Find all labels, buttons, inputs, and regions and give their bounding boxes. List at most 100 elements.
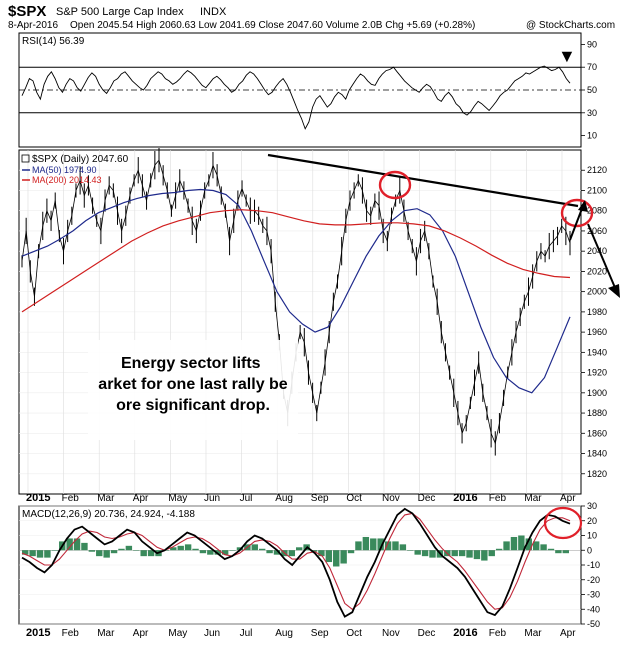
macd-month-label: Mar bbox=[97, 628, 115, 639]
histogram-bar bbox=[184, 544, 192, 551]
price-month-label: Nov bbox=[382, 493, 400, 504]
histogram-bar bbox=[110, 550, 118, 554]
price-ytick-label: 2120 bbox=[587, 165, 607, 175]
price-month-label: Oct bbox=[346, 493, 362, 504]
histogram-bar bbox=[458, 550, 466, 557]
histogram-bar bbox=[481, 550, 488, 561]
annotation-box bbox=[88, 340, 298, 440]
histogram-bar bbox=[140, 550, 147, 557]
histogram-bar bbox=[466, 550, 473, 558]
macd-ytick-label: 0 bbox=[587, 545, 592, 555]
down-arrow-head bbox=[608, 284, 620, 298]
macd-layer: -50 -40 -30 -20 -10 0 10 20 30 2015 Feb Mar Apr May Ju… bbox=[19, 501, 600, 639]
histogram-bar bbox=[547, 548, 555, 551]
histogram-bar bbox=[399, 544, 407, 551]
histogram-bar bbox=[258, 548, 266, 551]
histogram-bar bbox=[29, 550, 36, 557]
macd-ytick-label: -10 bbox=[587, 560, 600, 570]
macd-month-label: 2016 bbox=[453, 627, 477, 639]
histogram-bar bbox=[340, 550, 347, 564]
ma200-legend: MA(200) 2014.43 bbox=[32, 175, 102, 185]
annotation-line: Energy sector lifts bbox=[121, 355, 265, 372]
annotation-text: Energy sector lifts arket for one last r… bbox=[98, 355, 288, 414]
histogram-bar bbox=[36, 550, 44, 558]
macd-month-label: Jun bbox=[204, 628, 220, 639]
price-month-label: Mar bbox=[524, 493, 542, 504]
histogram-bar bbox=[207, 550, 214, 555]
price-layer: 1820 1840 1860 1880 1900 1920 1940 1960 1980 2000… bbox=[19, 147, 620, 504]
histogram-bar bbox=[170, 547, 177, 551]
histogram-bar bbox=[525, 538, 532, 551]
price-month-label: 2016 bbox=[453, 492, 477, 504]
histogram-bar bbox=[66, 538, 73, 551]
symbol: $SPX bbox=[8, 3, 46, 20]
macd-month-label: Nov bbox=[382, 628, 400, 639]
price-ytick-label: 1960 bbox=[587, 327, 607, 337]
price-ytick-label: 1920 bbox=[587, 368, 607, 378]
rsi-arrow-marker: ▼ bbox=[558, 46, 576, 66]
price-month-label: May bbox=[168, 493, 187, 504]
price-month-label: Feb bbox=[62, 493, 80, 504]
price-ytick-label: 1940 bbox=[587, 347, 607, 357]
histogram-bar bbox=[103, 550, 110, 558]
macd-month-label: Apr bbox=[133, 628, 149, 639]
rsi-ytick-label: 30 bbox=[587, 108, 597, 118]
histogram-bar bbox=[273, 550, 281, 555]
histogram-bar bbox=[22, 550, 29, 555]
histogram-bar bbox=[51, 550, 59, 551]
price-ytick-label: 2080 bbox=[587, 206, 607, 216]
rsi-ytick-label: 90 bbox=[587, 39, 597, 49]
price-month-label: Jun bbox=[204, 493, 220, 504]
histogram-bar bbox=[162, 550, 170, 551]
price-ytick-label: 1980 bbox=[587, 307, 607, 317]
highlight-circle bbox=[378, 170, 412, 200]
macd-month-label: Sep bbox=[311, 628, 329, 639]
histogram-bar bbox=[370, 538, 377, 551]
histogram-bar bbox=[347, 550, 355, 554]
price-title: $SPX (Daily) 2047.60 bbox=[32, 154, 129, 165]
up-arrow-head bbox=[578, 200, 588, 212]
histogram-bar bbox=[96, 550, 103, 557]
price-ytick-label: 2040 bbox=[587, 246, 607, 256]
quote-line: Open 2045.54 High 2060.63 Low 2041.69 Cl… bbox=[70, 20, 475, 31]
chart-date: 8-Apr-2016 bbox=[8, 20, 58, 31]
histogram-bar bbox=[288, 550, 295, 557]
price-month-label: Jul bbox=[240, 493, 253, 504]
macd-month-label: Mar bbox=[524, 628, 542, 639]
macd-ytick-label: 30 bbox=[587, 501, 597, 511]
rsi-title: RSI(14) 56.39 bbox=[22, 36, 85, 47]
price-ytick-label: 1900 bbox=[587, 388, 607, 398]
price-month-label: Sep bbox=[311, 493, 329, 504]
up-arrow-shaft bbox=[569, 205, 584, 241]
histogram-bar bbox=[518, 535, 525, 551]
credit: @ StockCharts.com bbox=[526, 20, 615, 31]
histogram-bar bbox=[377, 538, 384, 551]
macd-month-label: Feb bbox=[62, 628, 80, 639]
price-month-label: Apr bbox=[560, 493, 576, 504]
down-arrow-shaft bbox=[587, 223, 617, 291]
macd-month-label: Feb bbox=[489, 628, 507, 639]
histogram-bar bbox=[221, 550, 229, 555]
price-ytick-label: 2060 bbox=[587, 226, 607, 236]
macd-title: MACD(12,26,9) 20.736, 24.924, -4.188 bbox=[22, 509, 195, 520]
histogram-bar bbox=[73, 538, 81, 551]
histogram-bar bbox=[540, 544, 547, 551]
ma200-line bbox=[21, 209, 571, 313]
macd-month-label: May bbox=[168, 628, 187, 639]
price-month-label: Mar bbox=[97, 493, 115, 504]
price-ytick-label: 2100 bbox=[587, 185, 607, 195]
price-month-label: 2015 bbox=[26, 492, 50, 504]
histogram-bar bbox=[192, 548, 199, 551]
histogram-bar bbox=[362, 536, 370, 551]
histogram-bar bbox=[414, 550, 421, 555]
histogram-bar bbox=[296, 547, 303, 551]
rsi-ytick-label: 50 bbox=[587, 85, 597, 95]
histogram-bar bbox=[133, 550, 140, 551]
price-ytick-label: 1880 bbox=[587, 408, 607, 418]
histogram-bar bbox=[407, 550, 414, 551]
histogram-bar bbox=[147, 550, 155, 557]
macd-month-label: 2015 bbox=[26, 627, 50, 639]
histogram-bar bbox=[229, 550, 236, 551]
macd-ytick-label: -40 bbox=[587, 604, 600, 614]
